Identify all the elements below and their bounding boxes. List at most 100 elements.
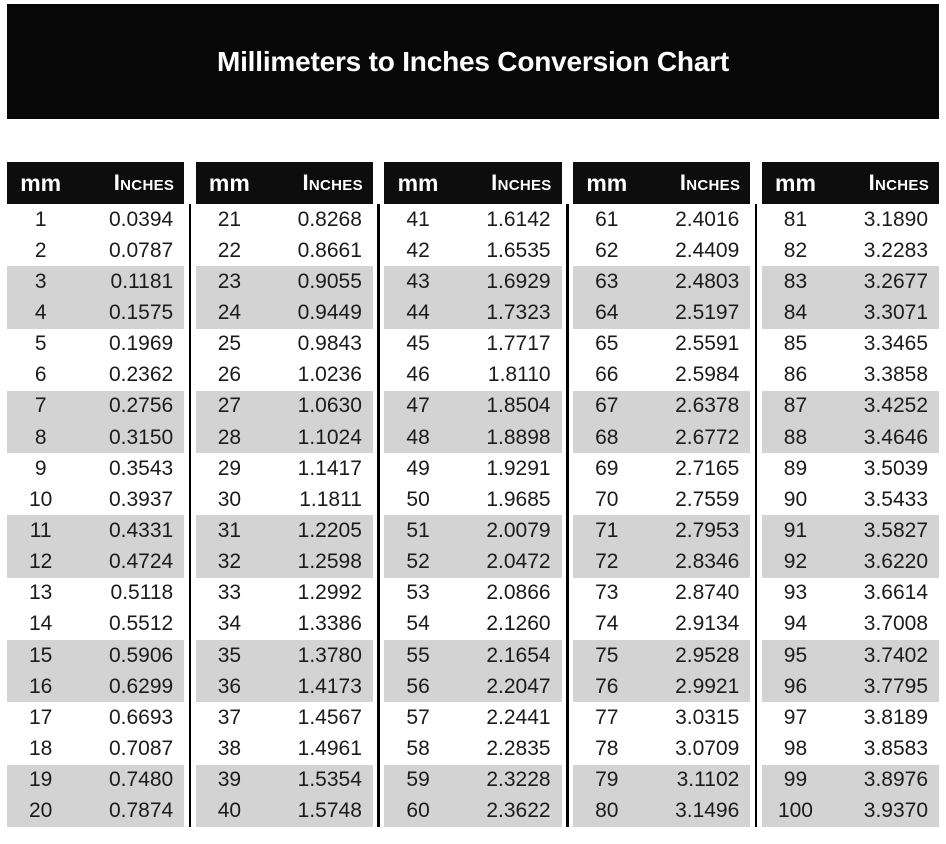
table-body: 1 0.0394 2 0.0787 3 0.1181 4 0.1575 5 0.1969 6 0.23…: [7, 204, 185, 827]
mm-value: 56: [406, 674, 430, 698]
mm-value: 65: [595, 332, 619, 356]
table-row: 69 2.7165: [573, 453, 750, 484]
inches-value: 1.8898: [486, 425, 551, 449]
inches-value: 1.0630: [297, 394, 362, 418]
mm-value: 94: [783, 612, 808, 636]
mm-value: 32: [217, 550, 242, 574]
inches-value: 0.4331: [108, 518, 174, 542]
mm-value: 66: [595, 363, 619, 387]
table-row: 67 2.6378: [573, 390, 751, 422]
inches-value: 2.2835: [486, 736, 551, 760]
inches-value: 3.2283: [863, 238, 928, 262]
table-row: 97 3.8189: [762, 702, 939, 733]
inches-value: 1.4567: [297, 705, 362, 729]
mm-value: 39: [217, 768, 242, 792]
inches-value: 3.0709: [675, 736, 740, 760]
mm-value: 28: [217, 425, 242, 449]
mm-value: 9: [34, 456, 47, 480]
mm-value: 86: [783, 363, 808, 387]
mm-value: 51: [406, 518, 430, 542]
mm-value: 61: [595, 207, 619, 231]
table-row: 90 3.5433: [762, 484, 939, 515]
table-row: 39 1.5354: [195, 764, 373, 796]
table-row: 37 1.4567: [196, 702, 373, 733]
inches-value: 2.2441: [486, 705, 551, 729]
inches-value: 1.2598: [297, 550, 362, 574]
table-header-row: mm Inches: [573, 162, 751, 204]
mm-value: 98: [783, 736, 808, 760]
inches-value: 3.7402: [863, 643, 928, 667]
mm-value: 82: [783, 238, 808, 262]
inches-value: 0.9843: [297, 332, 362, 356]
table-row: 41 1.6142: [384, 204, 561, 235]
table-row: 65 2.5591: [573, 329, 750, 360]
inches-value: 0.0787: [108, 238, 174, 262]
inches-value: 0.3937: [108, 487, 174, 511]
table-row: 33 1.2992: [196, 578, 373, 609]
table-body: 21 0.8268 22 0.8661 23 0.9055 24 0.9449 25 0.9843…: [195, 204, 373, 827]
inches-column-header: Inches: [302, 170, 363, 195]
inches-value: 2.6378: [675, 394, 740, 418]
table-row: 95 3.7402: [761, 639, 940, 672]
table-row: 36 1.4173: [195, 671, 373, 703]
table-row: 64 2.5197: [573, 297, 751, 329]
table-row: 75 2.9528: [573, 639, 751, 672]
table-row: 74 2.9134: [573, 609, 750, 640]
conversion-table-5: mm Inches 81 3.1890 82 3.2283 83 3.2677 84 3.3071…: [761, 162, 940, 827]
inches-value: 0.4724: [108, 550, 174, 574]
inches-value: 2.7165: [675, 456, 740, 480]
inches-value: 3.1102: [676, 768, 740, 792]
inches-value: 1.7323: [486, 300, 551, 324]
table-row: 26 1.0236: [196, 360, 373, 391]
inches-value: 2.5197: [675, 300, 740, 324]
table-row: 81 3.1890: [762, 204, 939, 235]
table-row: 2 0.0787: [7, 235, 184, 266]
inches-value: 2.3622: [486, 799, 551, 823]
mm-column-header: mm: [208, 169, 250, 196]
table-row: 62 2.4409: [573, 235, 750, 266]
mm-value: 89: [783, 456, 808, 480]
inches-value: 3.3071: [863, 300, 928, 324]
conversion-table-1: mm Inches 1 0.0394 2 0.0787 3 0.1181 4 0.1575 5 0.1…: [7, 162, 185, 827]
mm-value: 67: [595, 394, 619, 418]
mm-value: 78: [595, 736, 619, 760]
table-row: 16 0.6299: [7, 671, 185, 703]
mm-value: 92: [783, 550, 808, 574]
mm-value: 44: [406, 300, 430, 324]
mm-value: 1: [34, 207, 47, 231]
mm-value: 16: [28, 674, 53, 698]
table-row: 91 3.5827: [761, 515, 940, 547]
table-row: 52 2.0472: [384, 546, 562, 578]
table-row: 76 2.9921: [573, 671, 751, 703]
inches-value: 3.4252: [863, 394, 928, 418]
inches-value: 3.8976: [863, 768, 928, 792]
inches-value: 3.4646: [863, 425, 928, 449]
mm-value: 33: [217, 581, 242, 605]
table-row: 79 3.1102: [573, 764, 751, 796]
inches-value: 2.0079: [486, 518, 551, 542]
table-row: 14 0.5512: [7, 609, 184, 640]
mm-value: 40: [217, 799, 242, 823]
inches-value: 2.0866: [486, 581, 551, 605]
inches-value: 0.1575: [108, 300, 174, 324]
inches-value: 3.8189: [863, 705, 928, 729]
mm-value: 37: [217, 705, 242, 729]
mm-value: 38: [217, 736, 242, 760]
table-row: 99 3.8976: [761, 764, 940, 796]
table-row: 4 0.1575: [7, 297, 185, 329]
mm-value: 48: [406, 425, 430, 449]
mm-value: 88: [783, 425, 808, 449]
inches-value: 3.6220: [863, 550, 928, 574]
table-row: 1 0.0394: [7, 204, 184, 235]
inches-value: 2.7953: [675, 518, 740, 542]
inches-value: 0.1969: [108, 332, 174, 356]
table-row: 28 1.1024: [195, 421, 373, 454]
mm-column-header: mm: [397, 169, 439, 196]
conversion-table-2: mm Inches 21 0.8268 22 0.8661 23 0.9055 24 0.9449…: [195, 162, 373, 827]
table-row: 3 0.1181: [7, 266, 185, 298]
inches-value: 3.2677: [863, 269, 928, 293]
tables-container: mm Inches 1 0.0394 2 0.0787 3 0.1181 4 0.1575 5 0.1…: [7, 162, 940, 827]
conversion-table-4: mm Inches 61 2.4016 62 2.4409 63 2.4803 64 2.5197…: [573, 162, 751, 827]
inches-value: 2.2047: [486, 674, 551, 698]
mm-value: 91: [783, 518, 808, 542]
